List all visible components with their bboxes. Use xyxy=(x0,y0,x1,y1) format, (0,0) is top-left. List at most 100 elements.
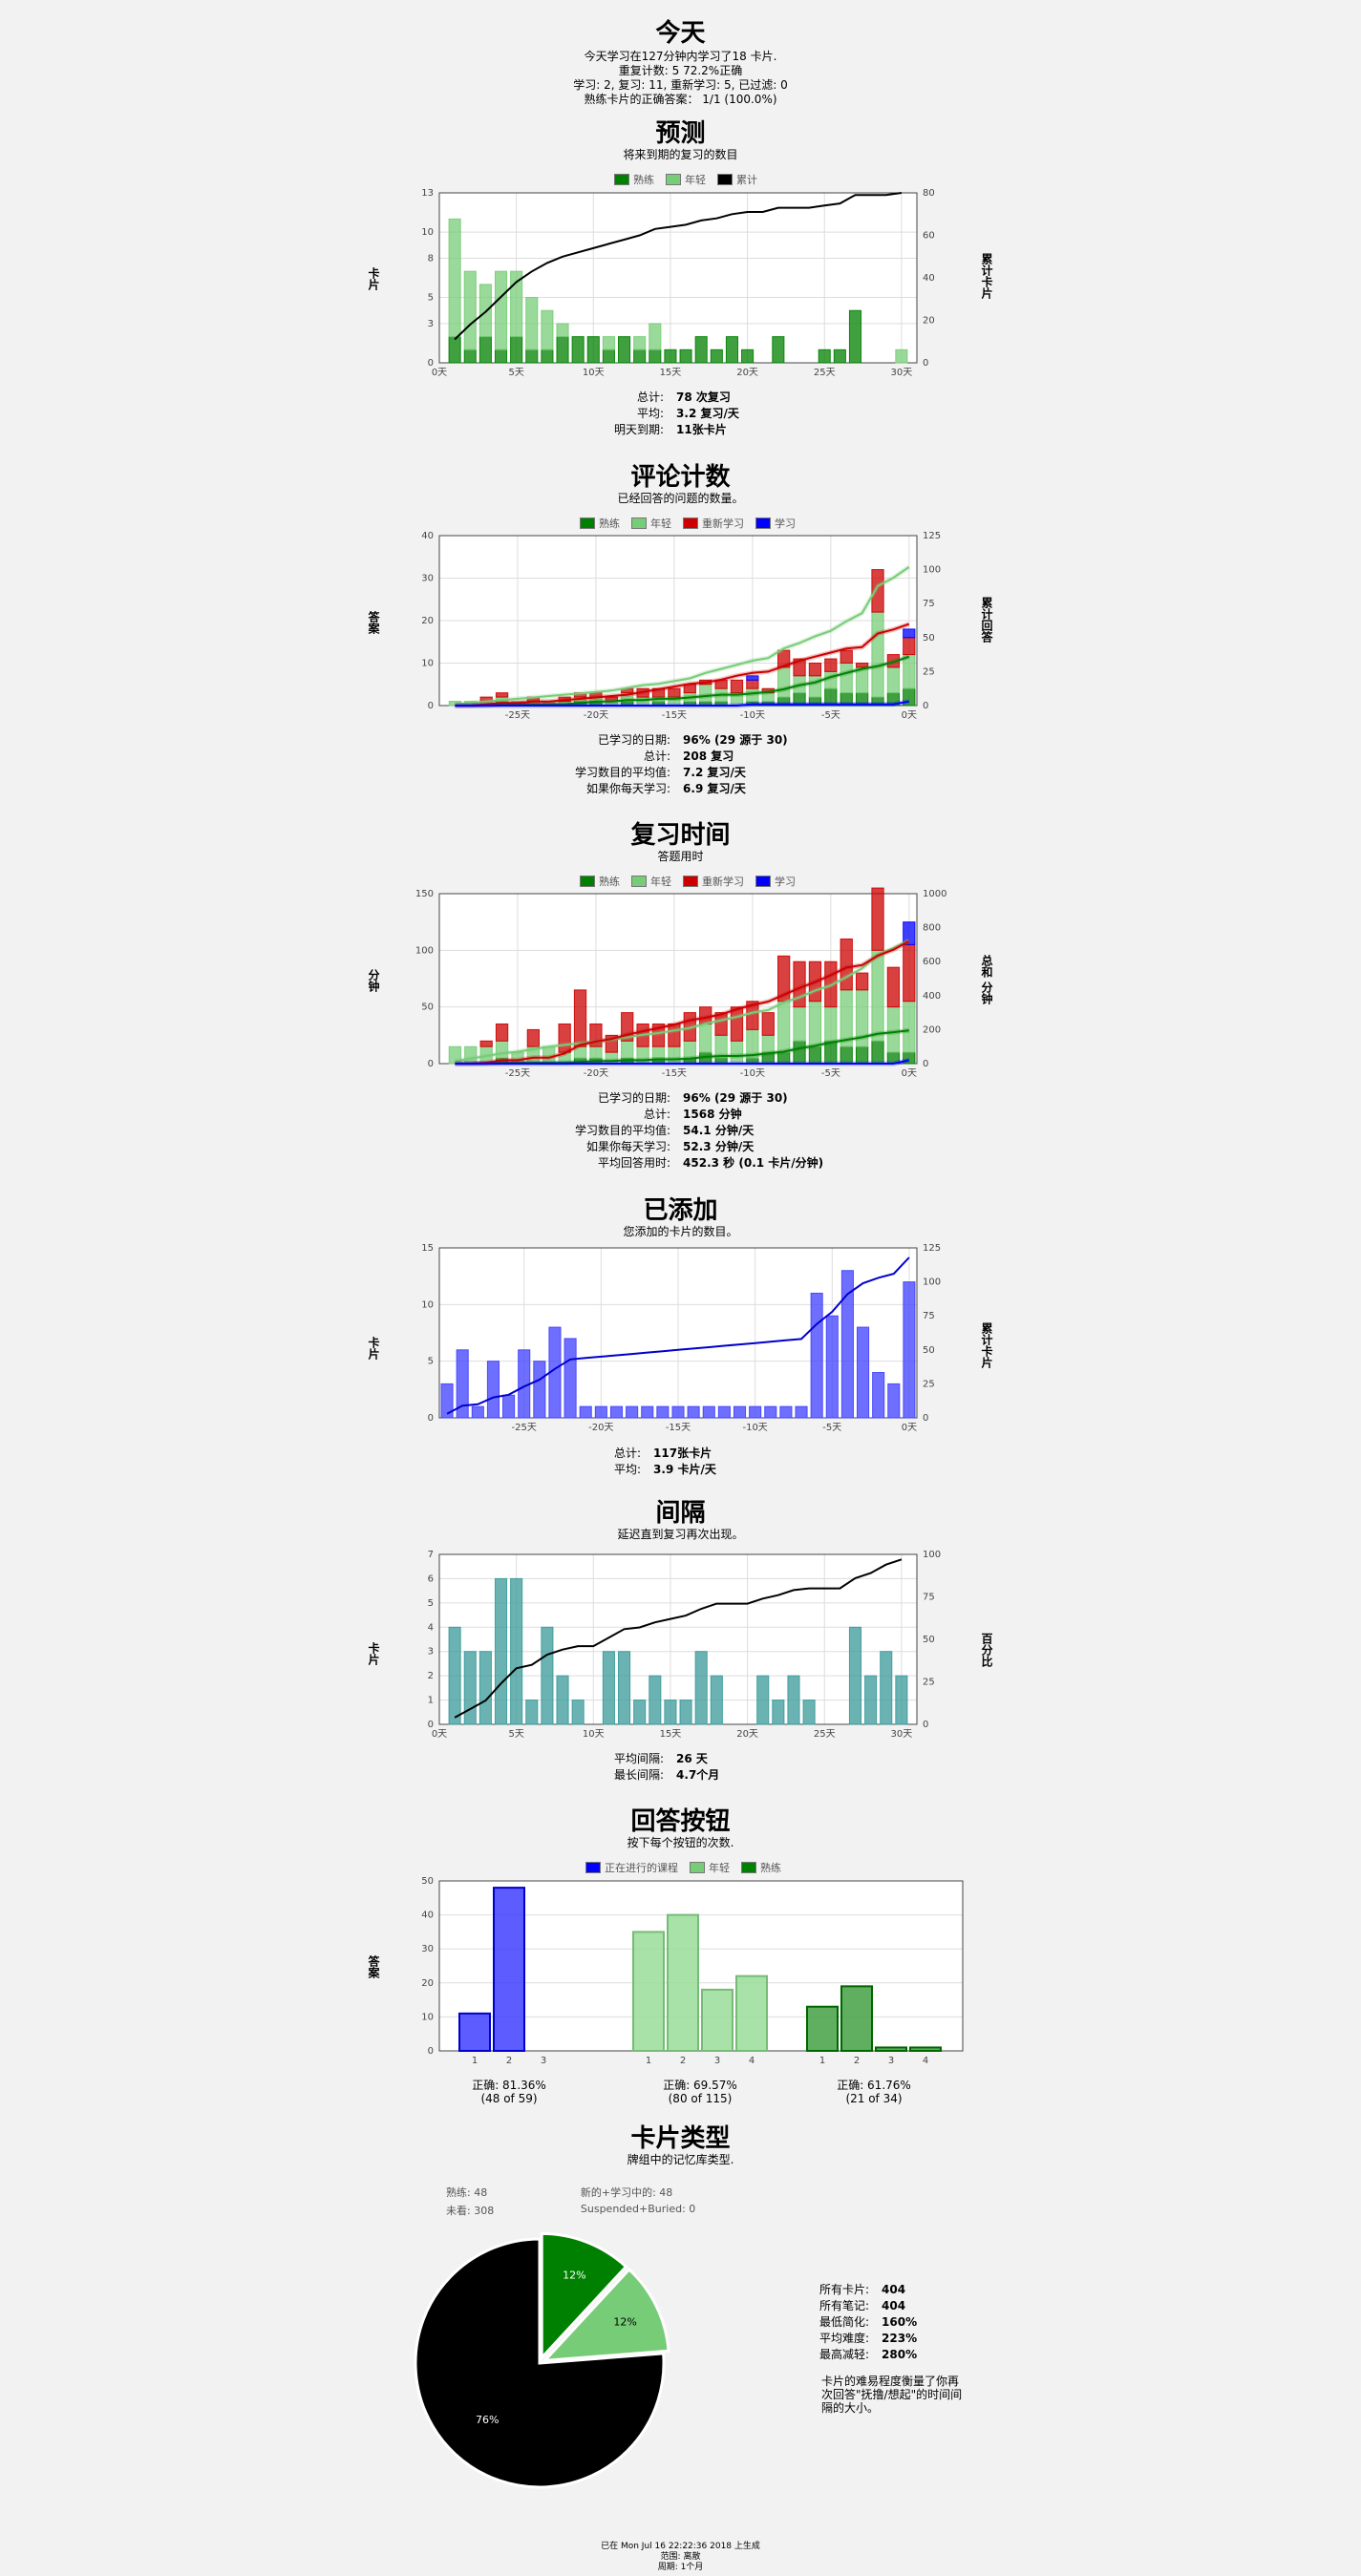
card-types-subtitle: 牌组中的记忆库类型. xyxy=(627,2153,734,2166)
added-y-tick: 5 xyxy=(428,1357,434,1367)
legend-swatch xyxy=(683,517,698,529)
forecast-x-tick: 25天 xyxy=(814,368,836,378)
intervals-bar xyxy=(525,1700,539,1725)
answers-y-tick: 50 xyxy=(421,1876,434,1887)
legend-item: 年轻 xyxy=(666,172,706,187)
stat-row: 已学习的日期: 96% (29 源于 30) xyxy=(572,1090,826,1107)
stat-value: 4.7个月 xyxy=(676,1768,720,1782)
review-time-header: 复习时间 答题用时 xyxy=(0,821,1361,864)
stat-key: 总计: xyxy=(644,1108,671,1121)
pie-slice xyxy=(414,2237,666,2489)
stat-key: 平均: xyxy=(637,407,665,420)
stat-value: 117张卡片 xyxy=(653,1446,712,1460)
forecast-bar xyxy=(633,348,647,364)
review-time-y2-tick: 0 xyxy=(923,1059,928,1069)
added-y2-tick: 0 xyxy=(923,1413,928,1424)
stat-row: 所有笔记: 404 xyxy=(817,2298,920,2314)
review-count-bar xyxy=(746,675,759,681)
review-time-bar xyxy=(903,921,916,945)
added-bar xyxy=(764,1405,777,1419)
stat-key: 已学习的日期: xyxy=(598,733,671,747)
intervals-x-tick: 30天 xyxy=(891,1729,913,1740)
intervals-bar xyxy=(618,1651,631,1725)
forecast-plot-border xyxy=(438,192,918,364)
today-line-2: 重复计数: 5 72.2%正确 xyxy=(618,64,743,77)
review-count-y-tick: 30 xyxy=(421,574,434,584)
forecast-bar xyxy=(848,309,862,364)
added-bar xyxy=(656,1405,670,1419)
review-count-x-tick: -20天 xyxy=(584,710,608,721)
stat-row: 平均: 3.9 卡片/天 xyxy=(611,1462,719,1478)
added-bar xyxy=(579,1405,592,1419)
added-bar xyxy=(456,1349,469,1419)
legend-swatch xyxy=(580,517,595,529)
intervals-bar xyxy=(787,1675,800,1725)
review-time-bar xyxy=(683,1040,696,1059)
review-time-bar xyxy=(903,1001,916,1053)
stat-row: 总计: 78 次复习 xyxy=(611,390,742,406)
stat-key: 所有卡片: xyxy=(819,2283,870,2296)
stat-value: 54.1 分钟/天 xyxy=(683,1124,755,1137)
stat-row: 最低简化: 160% xyxy=(817,2314,920,2331)
intervals-y-tick: 1 xyxy=(428,1696,434,1706)
stat-key: 总计: xyxy=(637,391,665,404)
forecast-bar xyxy=(541,309,554,350)
review-time-y-tick: 0 xyxy=(428,1059,434,1069)
review-time-bar xyxy=(479,1040,493,1047)
forecast-bar xyxy=(618,336,631,364)
review-time-x-tick: 0天 xyxy=(902,1068,917,1079)
review-time-bar xyxy=(824,1006,838,1042)
review-time-bar xyxy=(871,949,884,1042)
review-count-y-tick: 10 xyxy=(421,659,434,669)
forecast-y-tick: 0 xyxy=(428,358,434,369)
legend-swatch xyxy=(755,876,771,887)
legend-item: 未看: 308 xyxy=(446,2203,569,2218)
review-time-bar xyxy=(746,1001,759,1030)
review-count-line xyxy=(455,565,910,706)
intervals-bar xyxy=(510,1577,523,1725)
legend-swatch xyxy=(683,876,698,887)
added-bar xyxy=(733,1405,747,1419)
legend-item: 正在进行的课程 xyxy=(585,1860,678,1875)
answers-y-tick: 20 xyxy=(421,1978,434,1989)
legend-swatch xyxy=(717,174,733,185)
added-y-tick: 15 xyxy=(421,1243,434,1254)
forecast-bar xyxy=(664,348,677,364)
forecast-bar xyxy=(818,348,831,364)
added-y2-label: 累计卡片 xyxy=(980,1322,993,1368)
review-count-y-label: 答案 xyxy=(367,611,380,634)
intervals-bar xyxy=(772,1700,785,1725)
stat-key: 总计: xyxy=(614,1446,642,1460)
stat-value: 52.3 分钟/天 xyxy=(683,1140,755,1153)
intervals-bar xyxy=(710,1675,723,1725)
legend-swatch xyxy=(666,174,681,185)
stat-value: 7.2 复习/天 xyxy=(683,766,746,779)
stat-value: 11张卡片 xyxy=(676,423,727,436)
stat-row: 已学习的日期: 96% (29 源于 30) xyxy=(572,732,791,749)
review-time-bar xyxy=(526,1028,541,1047)
review-count-legend: 熟练 年轻 重新学习 学习 xyxy=(580,516,796,531)
stat-row: 总计: 208 复习 xyxy=(572,749,791,765)
legend-item: 学习 xyxy=(755,516,796,531)
intervals-bar xyxy=(694,1651,708,1725)
intervals-bar xyxy=(494,1577,508,1725)
legend-label: 累计 xyxy=(736,174,757,186)
review-count-bar xyxy=(668,687,681,698)
answers-x-tick: 1 xyxy=(472,2056,478,2066)
review-count-x-tick: -15天 xyxy=(662,710,687,721)
intervals-header: 间隔 延迟直到复习再次出现。 xyxy=(0,1499,1361,1542)
review-count-bar xyxy=(777,666,791,698)
pie-slice-label: 12% xyxy=(563,2269,585,2281)
intervals-y2-tick: 75 xyxy=(923,1593,935,1603)
added-y2-tick: 125 xyxy=(923,1243,941,1254)
forecast-bar xyxy=(602,336,615,350)
review-count-bar xyxy=(840,649,853,665)
stat-value: 3.9 卡片/天 xyxy=(653,1463,716,1476)
today-line-4: 熟练卡片的正确答案： 1/1 (100.0%) xyxy=(584,93,777,106)
added-bar xyxy=(502,1394,516,1419)
legend-item: 重新学习 xyxy=(683,516,744,531)
today-line-1: 今天学习在127分钟内学习了18 卡片. xyxy=(584,50,777,63)
answers-subtitle: 按下每个按钮的次数. xyxy=(627,1836,734,1849)
intervals-x-tick: 0天 xyxy=(432,1729,447,1740)
intervals-title: 间隔 xyxy=(655,1499,706,1528)
